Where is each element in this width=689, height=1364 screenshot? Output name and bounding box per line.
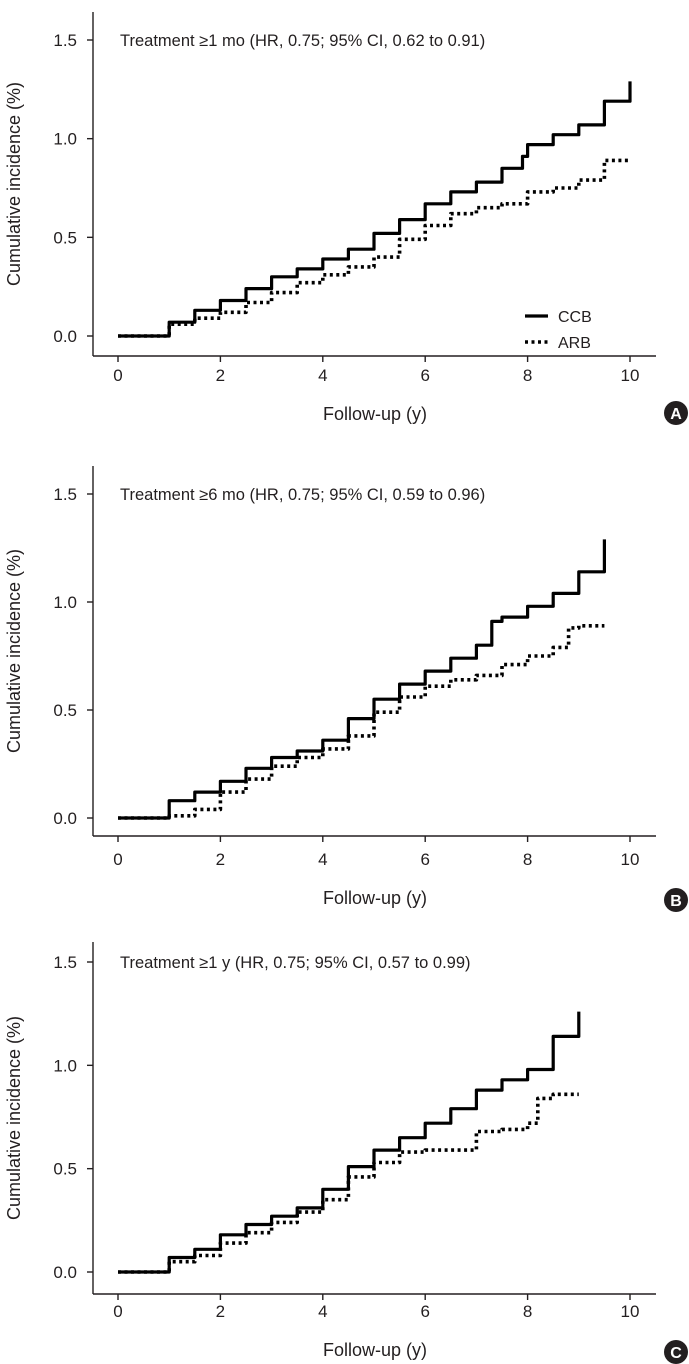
x-tick-label: 10 — [621, 850, 640, 869]
x-tick-label: 8 — [523, 850, 532, 869]
y-tick-label: 1.0 — [53, 1056, 77, 1075]
panel-badge — [664, 401, 688, 425]
x-tick-label: 0 — [113, 366, 122, 385]
hr-annotation: Treatment ≥6 mo (HR, 0.75; 95% CI, 0.59 … — [120, 486, 485, 504]
y-tick-label: 0.0 — [53, 327, 77, 346]
y-axis-title: Cumulative incidence (%) — [4, 82, 24, 286]
y-tick-label: 0.5 — [53, 228, 77, 247]
x-tick-label: 2 — [216, 366, 225, 385]
y-tick-label: 1.5 — [53, 31, 77, 50]
x-tick-label: 2 — [216, 1302, 225, 1321]
y-tick-label: 1.0 — [53, 593, 77, 612]
x-tick-label: 0 — [113, 850, 122, 869]
x-axis-title: Follow-up (y) — [323, 404, 427, 424]
series-line-ccb — [118, 1011, 581, 1274]
series-line-arb — [118, 1092, 579, 1274]
y-tick-label: 0.5 — [53, 701, 77, 720]
x-tick-label: 10 — [621, 1302, 640, 1321]
x-tick-label: 8 — [523, 366, 532, 385]
chart-panel-a: 0.0 0.5 1.0 1.5 0 2 4 6 8 10 Follow-up (y) Cumulati… — [4, 12, 688, 425]
legend: CCB ARB — [525, 309, 592, 352]
y-tick-label: 0.5 — [53, 1160, 77, 1179]
y-tick-label: 1.0 — [53, 130, 77, 149]
x-tick-label: 0 — [113, 1302, 122, 1321]
x-axis-title: Follow-up (y) — [323, 1340, 427, 1360]
x-axis-title: Follow-up (y) — [323, 888, 427, 908]
hr-annotation: Treatment ≥1 y (HR, 0.75; 95% CI, 0.57 t… — [120, 954, 471, 972]
x-tick-label: 4 — [318, 366, 327, 385]
panel-badge — [664, 888, 688, 912]
series-line-ccb — [118, 539, 606, 820]
x-tick-label: 6 — [420, 366, 429, 385]
hr-annotation: Treatment ≥1 mo (HR, 0.75; 95% CI, 0.62 … — [120, 32, 485, 50]
y-tick-label: 0.0 — [53, 1263, 77, 1282]
chart-panel-c: 0.0 0.5 1.0 1.5 0 2 4 6 8 10 Follow-up (y) Cumulati… — [4, 942, 688, 1364]
panel-label: A — [670, 406, 682, 423]
x-tick-label: 8 — [523, 1302, 532, 1321]
x-tick-label: 6 — [420, 850, 429, 869]
x-tick-label: 4 — [318, 1302, 327, 1321]
y-tick-label: 1.5 — [53, 953, 77, 972]
legend-label-ccb: CCB — [558, 309, 592, 326]
y-tick-label: 1.5 — [53, 485, 77, 504]
series-line-arb — [118, 624, 605, 820]
panel-badge — [664, 1340, 688, 1364]
x-tick-label: 10 — [621, 366, 640, 385]
panel-label: B — [670, 893, 682, 910]
series-line-ccb — [118, 81, 632, 338]
y-tick-label: 0.0 — [53, 809, 77, 828]
x-tick-label: 4 — [318, 850, 327, 869]
panel-label: C — [670, 1345, 682, 1362]
chart-panel-b: 0.0 0.5 1.0 1.5 0 2 4 6 8 10 Follow-up (y) Cumulati… — [4, 466, 688, 912]
legend-label-arb: ARB — [558, 335, 591, 352]
y-axis-title: Cumulative incidence (%) — [4, 549, 24, 753]
x-tick-label: 2 — [216, 850, 225, 869]
x-tick-label: 6 — [420, 1302, 429, 1321]
y-axis-title: Cumulative incidence (%) — [4, 1016, 24, 1220]
